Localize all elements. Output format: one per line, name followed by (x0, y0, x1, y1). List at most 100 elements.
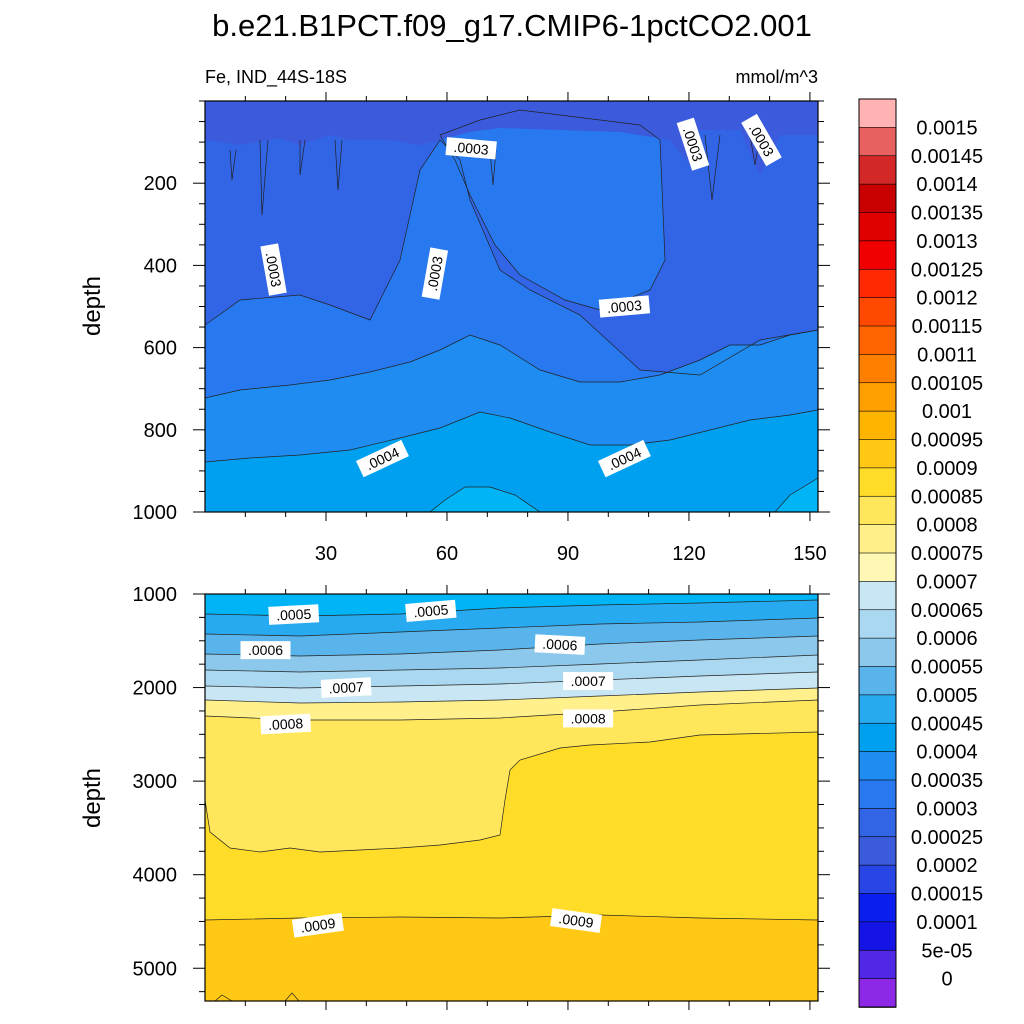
colorbar-swatch (858, 382, 897, 412)
colorbar-label: 0.00025 (911, 827, 983, 849)
colorbar-label: 0 (941, 969, 952, 991)
colorbar-label: 0.001 (922, 401, 972, 423)
colorbar-swatch (858, 127, 897, 157)
colorbar-swatch (858, 609, 897, 639)
contour-label-bg (741, 113, 782, 167)
contour-label-text: .0003 (453, 139, 490, 158)
colorbar: 0.0015 0.00145 0.0014 0.00135 0.0013 0.00125 0… (858, 98, 983, 1008)
contour-band (205, 594, 818, 616)
colorbar-swatch (858, 325, 897, 356)
colorbar-swatch (858, 666, 897, 696)
bottom-axes: 1000 2000 3000 4000 5000 (133, 584, 830, 1010)
colorbar-label: 0.0015 (916, 117, 977, 139)
contour-label: .0008 (260, 713, 312, 735)
y-tick-label: 1000 (133, 502, 178, 524)
contour-label: .0009 (291, 912, 344, 938)
y-tick-label: 5000 (133, 958, 178, 980)
x-tick-label: 120 (672, 543, 705, 565)
colorbar-swatch (858, 694, 897, 725)
contour-label: .0009 (550, 908, 603, 933)
contour-label-text: .0007 (571, 673, 606, 689)
contour-label-bg (534, 634, 586, 655)
contour-label: .0007 (320, 677, 372, 698)
top-y-axis-label: depth (79, 276, 106, 336)
y-tick-label: 2000 (133, 678, 178, 700)
colorbar-label: 0.0014 (916, 174, 977, 196)
colorbar-label: 0.00045 (911, 713, 983, 735)
colorbar-label: 0.00095 (911, 430, 983, 452)
colorbar-label: 0.00065 (911, 600, 983, 622)
colorbar-swatch (858, 268, 897, 299)
colorbar-swatch (858, 410, 897, 441)
x-tick-label: 30 (315, 543, 337, 565)
contour-label-bg (405, 599, 457, 622)
contour-label-text: .0003 (606, 297, 643, 316)
colorbar-swatch (858, 581, 897, 611)
colorbar-label: 0.0009 (916, 458, 977, 480)
colorbar-label: 0.0004 (916, 742, 977, 764)
contour-label-text: .0007 (328, 679, 364, 697)
y-tick-label: 3000 (133, 771, 178, 793)
y-tick-label: 4000 (133, 865, 178, 887)
contour-label: .0003 (445, 137, 497, 160)
y-tick-label: 200 (144, 173, 177, 195)
contour-label-bg (597, 439, 651, 478)
units-label: mmol/m^3 (736, 67, 818, 87)
contour-label-text: .0005 (276, 606, 312, 624)
contour-label-bg (260, 713, 312, 735)
colorbar-swatch (858, 240, 897, 271)
contour-label-bg (598, 295, 651, 318)
contour-lines (205, 109, 818, 512)
contour-band (440, 110, 665, 310)
top-panel-fill (205, 101, 818, 512)
contour-label-text: .0009 (299, 915, 336, 936)
colorbar-label: 0.00145 (911, 146, 983, 168)
bottom-panel: 1000 2000 3000 4000 5000 .0005 .0005 .0006 .000… (79, 584, 830, 1010)
contour-label-text: .0006 (248, 642, 283, 658)
colorbar-label: 0.0007 (916, 571, 977, 593)
colorbar-swatch (858, 439, 897, 469)
colorbar-label: 0.00105 (911, 373, 983, 395)
colorbar-swatch (858, 212, 897, 242)
top-axes: 30 60 90 120 150 200 400 600 800 1000 (133, 92, 830, 565)
contour-label-bg (563, 709, 614, 728)
colorbar-swatch (858, 155, 897, 185)
colorbar-swatch (858, 978, 897, 1008)
colorbar-swatch (858, 808, 897, 838)
colorbar-label: 0.0012 (916, 288, 977, 310)
y-tick-label: 600 (144, 338, 177, 360)
y-tick-label: 400 (144, 255, 177, 277)
contour-label-bg (260, 243, 287, 296)
contour-lines (205, 599, 818, 1001)
contour-label: .0003 (421, 247, 449, 300)
colorbar-label: 0.00085 (911, 486, 983, 508)
contour-label: .0006 (240, 641, 291, 660)
colorbar-label: 0.0011 (917, 344, 977, 366)
y-tick-label: 1000 (133, 584, 178, 606)
colorbar-swatch (858, 921, 897, 952)
contour-band (430, 487, 540, 512)
colorbar-swatch (858, 98, 897, 129)
colorbar-label: 5e-05 (921, 940, 972, 962)
colorbar-label: 0.0003 (916, 798, 977, 820)
colorbar-swatch (858, 751, 897, 781)
contour-label-text: .0009 (558, 910, 595, 931)
top-panel: 30 60 90 120 150 200 400 600 800 1000 .0003 .0003.… (79, 92, 830, 565)
contour-label-text: .0005 (413, 601, 450, 620)
bottom-panel-fill (205, 594, 818, 1001)
contour-label-bg (355, 439, 409, 478)
colorbar-swatch (858, 524, 897, 554)
colorbar-label: 0.0013 (916, 231, 977, 253)
colorbar-label: 0.00055 (911, 657, 983, 679)
bottom-y-axis-label: depth (79, 768, 106, 828)
contour-label-bg (550, 908, 603, 933)
colorbar-swatch (858, 467, 897, 498)
contour-label-bg (563, 672, 614, 691)
colorbar-label: 0.0005 (916, 685, 977, 707)
contour-label-bg (268, 604, 320, 625)
contour-label: .0005 (268, 604, 320, 625)
contour-label: .0008 (563, 709, 614, 728)
x-tick-label: 60 (436, 543, 458, 565)
colorbar-swatch (858, 297, 897, 327)
